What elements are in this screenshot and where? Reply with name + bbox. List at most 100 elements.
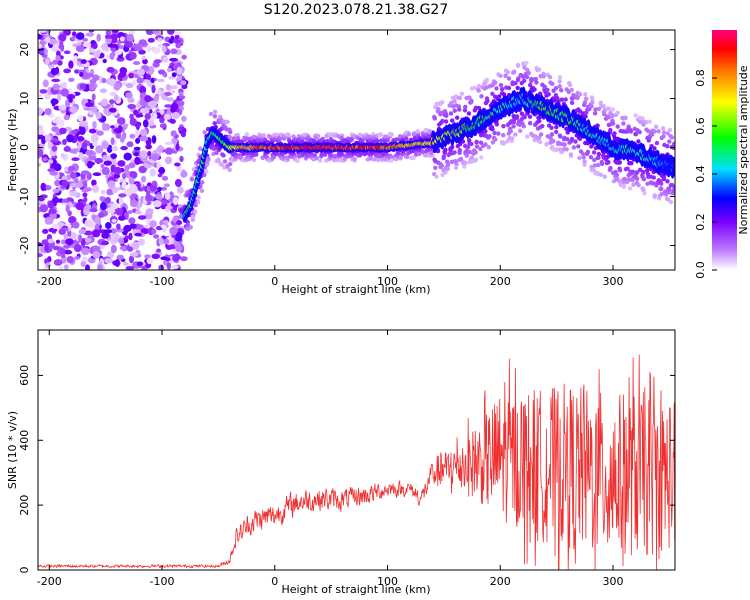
noise-speckle bbox=[157, 186, 162, 192]
ridge-halo bbox=[415, 129, 420, 134]
ridge-halo bbox=[322, 152, 328, 157]
noise-speckle bbox=[73, 256, 81, 260]
ridge-halo bbox=[606, 106, 611, 111]
ridge-halo bbox=[615, 124, 620, 129]
noise-speckle bbox=[170, 85, 178, 90]
noise-speckle bbox=[128, 217, 136, 225]
noise-speckle bbox=[92, 74, 100, 81]
noise-speckle bbox=[71, 31, 77, 37]
noise-speckle bbox=[110, 153, 117, 160]
noise-speckle bbox=[74, 178, 79, 184]
x-tick-label: -100 bbox=[150, 575, 175, 588]
noise-speckle bbox=[62, 81, 67, 89]
noise-speckle bbox=[180, 80, 187, 86]
ridge-halo bbox=[512, 69, 517, 74]
noise-speckle bbox=[113, 173, 121, 179]
ridge-halo bbox=[584, 151, 590, 156]
noise-speckle bbox=[162, 238, 170, 245]
noise-speckle bbox=[157, 173, 163, 178]
noise-speckle bbox=[58, 33, 67, 42]
noise-speckle bbox=[69, 106, 78, 114]
ridge-halo bbox=[536, 135, 542, 140]
noise-speckle bbox=[38, 201, 42, 206]
noise-speckle bbox=[171, 264, 179, 270]
noise-speckle bbox=[149, 168, 156, 177]
ridge-halo bbox=[473, 157, 479, 162]
ridge-halo bbox=[251, 157, 257, 163]
noise-speckle bbox=[80, 238, 86, 247]
noise-speckle bbox=[66, 256, 74, 264]
noise-speckle bbox=[52, 188, 60, 194]
noise-speckle bbox=[109, 91, 117, 97]
ridge-halo bbox=[565, 136, 570, 142]
noise-speckle bbox=[119, 36, 125, 42]
ridge-halo bbox=[547, 75, 553, 80]
noise-speckle bbox=[115, 132, 122, 139]
noise-speckle bbox=[87, 73, 94, 78]
ridge-halo bbox=[652, 129, 657, 134]
noise-speckle bbox=[110, 244, 117, 254]
ridge-halo bbox=[196, 158, 202, 163]
noise-speckle bbox=[38, 253, 43, 258]
noise-speckle bbox=[153, 95, 159, 103]
noise-speckle bbox=[68, 96, 73, 103]
ridge-halo bbox=[605, 114, 610, 119]
noise-speckle bbox=[133, 146, 141, 151]
noise-speckle bbox=[124, 164, 131, 170]
noise-speckle bbox=[166, 262, 171, 270]
noise-speckle bbox=[150, 153, 160, 161]
noise-speckle bbox=[92, 172, 102, 177]
ridge-halo bbox=[554, 124, 559, 130]
noise-speckle bbox=[92, 250, 100, 259]
noise-speckle bbox=[75, 32, 85, 40]
noise-speckle bbox=[169, 118, 176, 124]
x-tick-label: 100 bbox=[377, 575, 398, 588]
ridge-halo bbox=[476, 88, 481, 93]
ridge-halo bbox=[244, 132, 249, 137]
ridge-halo bbox=[642, 191, 647, 196]
noise-speckle bbox=[68, 148, 78, 154]
noise-speckle bbox=[146, 44, 152, 53]
noise-speckle bbox=[138, 39, 147, 46]
noise-speckle bbox=[110, 47, 117, 52]
x-tick-label: -200 bbox=[37, 275, 62, 288]
noise-speckle bbox=[157, 37, 163, 43]
noise-speckle bbox=[63, 68, 71, 74]
ridge-halo bbox=[546, 92, 551, 97]
ridge-halo bbox=[545, 87, 550, 93]
noise-speckle bbox=[82, 42, 92, 48]
noise-speckle bbox=[144, 254, 151, 259]
noise-speckle bbox=[129, 223, 137, 229]
noise-speckle bbox=[129, 51, 137, 60]
noise-speckle bbox=[51, 43, 60, 51]
ridge-halo bbox=[412, 136, 418, 141]
noise-speckle bbox=[177, 127, 184, 131]
noise-speckle bbox=[58, 44, 65, 50]
ridge-halo bbox=[610, 113, 615, 119]
ridge-halo bbox=[595, 123, 600, 128]
noise-speckle bbox=[58, 228, 66, 235]
noise-speckle bbox=[142, 119, 149, 128]
ridge-halo bbox=[456, 104, 462, 109]
ridge-halo bbox=[653, 124, 659, 129]
noise-speckle bbox=[51, 145, 58, 152]
ridge-halo bbox=[592, 111, 598, 116]
noise-speckle bbox=[92, 43, 98, 49]
ridge-halo bbox=[368, 156, 373, 161]
ridge-halo bbox=[219, 162, 224, 167]
x-tick-label: -200 bbox=[37, 575, 62, 588]
ridge-halo bbox=[646, 129, 651, 134]
noise-speckle bbox=[96, 33, 101, 42]
ridge-halo bbox=[606, 160, 611, 165]
noise-speckle bbox=[85, 237, 92, 243]
ridge-halo bbox=[193, 209, 198, 214]
spectrogram-frame bbox=[37, 29, 676, 271]
ridge-halo bbox=[433, 165, 438, 170]
noise-speckle bbox=[134, 156, 141, 165]
noise-speckle bbox=[133, 109, 139, 116]
noise-speckle bbox=[147, 150, 152, 157]
noise-speckle bbox=[144, 95, 152, 103]
noise-speckle bbox=[54, 179, 62, 187]
noise-speckle bbox=[152, 200, 162, 208]
